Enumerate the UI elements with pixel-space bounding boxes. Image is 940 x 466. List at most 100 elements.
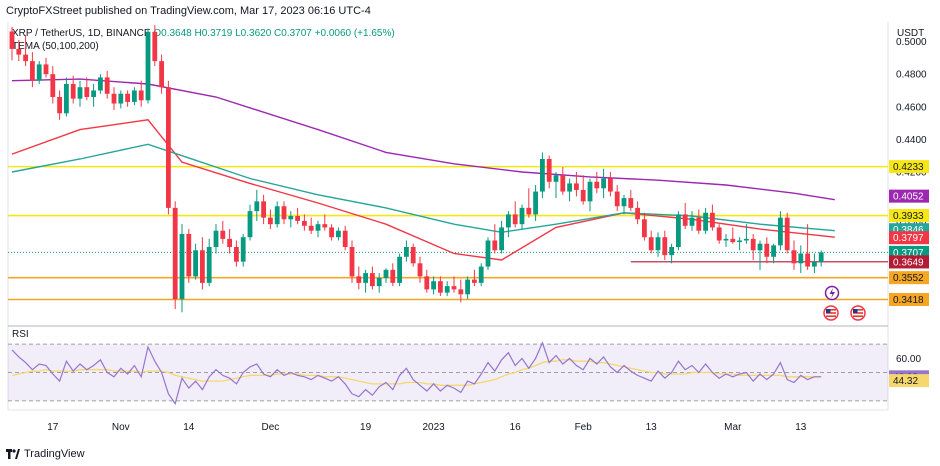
candle-body	[601, 178, 606, 189]
candle-body	[648, 237, 654, 251]
candle-body	[669, 247, 674, 256]
indicator-legend[interactable]: TEMA (50,100,200)	[12, 41, 99, 52]
ema-line-tema-50	[11, 119, 835, 261]
candle-body	[682, 214, 688, 226]
level-tag-label: 0.3552	[893, 273, 924, 284]
price-tag	[889, 189, 929, 203]
candle-body	[506, 214, 511, 228]
candle-body	[784, 217, 790, 251]
tradingview-footer[interactable]: TradingView	[6, 448, 85, 460]
candle-body	[431, 281, 436, 290]
candle-body	[404, 247, 409, 257]
time-tick-label: 19	[360, 422, 372, 433]
candle-body	[342, 230, 348, 247]
candle-body	[451, 286, 457, 290]
price-axis: 0.50000.48000.46000.44000.42000.39000.42…	[889, 37, 929, 306]
candle-body	[172, 207, 178, 300]
candle-body	[356, 276, 362, 283]
price-tag-label: 0.3649	[893, 257, 924, 268]
candle-body	[152, 31, 158, 62]
candle-body	[254, 201, 260, 212]
level-tag	[889, 271, 929, 285]
level-tag-label: 0.3418	[893, 295, 924, 306]
candle-body	[662, 237, 668, 256]
tradingview-logo-icon	[6, 449, 20, 459]
currency-label: USDT	[897, 28, 925, 39]
candle-body	[77, 87, 83, 99]
ohlc-high: H0.3719	[194, 28, 233, 39]
level-tag-label: 0.4233	[893, 162, 924, 173]
price-tag-label: 0.3846	[893, 225, 924, 236]
candle-body	[288, 216, 294, 220]
candle-body	[499, 227, 504, 251]
candle-body	[519, 207, 525, 225]
candle-body	[268, 217, 273, 225]
candle-body	[533, 191, 538, 215]
candle-body	[560, 175, 566, 192]
candle-body	[635, 207, 640, 220]
candle-body	[703, 212, 708, 231]
candle-body	[138, 90, 144, 101]
candle-body	[791, 250, 797, 264]
price-tick-label: 0.4600	[896, 102, 927, 113]
lightning-event-icon[interactable]	[824, 285, 840, 301]
ema-lines	[11, 78, 835, 261]
us-flag-event-icon[interactable]	[823, 305, 839, 321]
candle-body	[778, 217, 783, 246]
time-tick-label: Dec	[262, 422, 280, 433]
candle-body	[689, 217, 695, 226]
candle-body	[50, 74, 56, 97]
candle-body	[145, 31, 151, 101]
candle-body	[308, 225, 314, 231]
candle-body	[444, 286, 450, 293]
time-tick-label: Nov	[112, 422, 130, 433]
time-tick-label: 14	[183, 422, 195, 433]
candles	[9, 25, 824, 313]
candle-body	[438, 281, 443, 293]
candle-body	[710, 212, 715, 228]
candle-body	[234, 247, 239, 262]
candle-body	[628, 198, 634, 208]
event-markers	[823, 285, 866, 321]
candle-body	[397, 256, 402, 283]
rsi-band-fill	[8, 344, 888, 401]
brand-name: TradingView	[24, 448, 85, 460]
candle-body	[614, 191, 620, 207]
candle-body	[608, 178, 613, 192]
price-tick-label: 0.4400	[896, 135, 927, 146]
candle-body	[322, 224, 328, 228]
level-tag-label: 0.3933	[893, 211, 924, 222]
time-tick-label: Feb	[575, 422, 593, 433]
time-tick-label: 2023	[422, 422, 445, 433]
candle-body	[594, 181, 600, 189]
price-tag-label: 0.3797	[893, 233, 924, 244]
candle-body	[757, 243, 763, 251]
ohlc-low: L0.3620	[235, 28, 272, 39]
candle-body	[261, 201, 266, 218]
candle-body	[9, 31, 15, 49]
candle-body	[553, 175, 559, 182]
candle-body	[410, 247, 416, 264]
candle-body	[91, 90, 96, 97]
us-flag-event-icon[interactable]	[850, 305, 866, 321]
candle-body	[132, 90, 137, 102]
candle-body	[220, 230, 226, 239]
candle-body	[580, 189, 586, 202]
time-tick-label: 13	[646, 422, 658, 433]
price-tag	[889, 255, 929, 269]
candle-body	[642, 219, 647, 238]
time-tick-label: Mar	[724, 422, 742, 433]
candle-body	[621, 198, 627, 207]
candle-body	[104, 77, 110, 94]
candle-body	[295, 216, 300, 221]
candle-body	[179, 233, 185, 300]
candle-body	[363, 273, 368, 283]
time-tick-label: 17	[47, 422, 59, 433]
symbol-legend[interactable]: XRP / TetherUS, 1D, BINANCE O0.3648 H0.3…	[12, 28, 395, 39]
candle-body	[512, 214, 518, 225]
candle-body	[36, 64, 42, 81]
ohlc-open: O0.3648	[153, 28, 192, 39]
candle-body	[696, 217, 702, 231]
level-tag	[889, 209, 929, 223]
